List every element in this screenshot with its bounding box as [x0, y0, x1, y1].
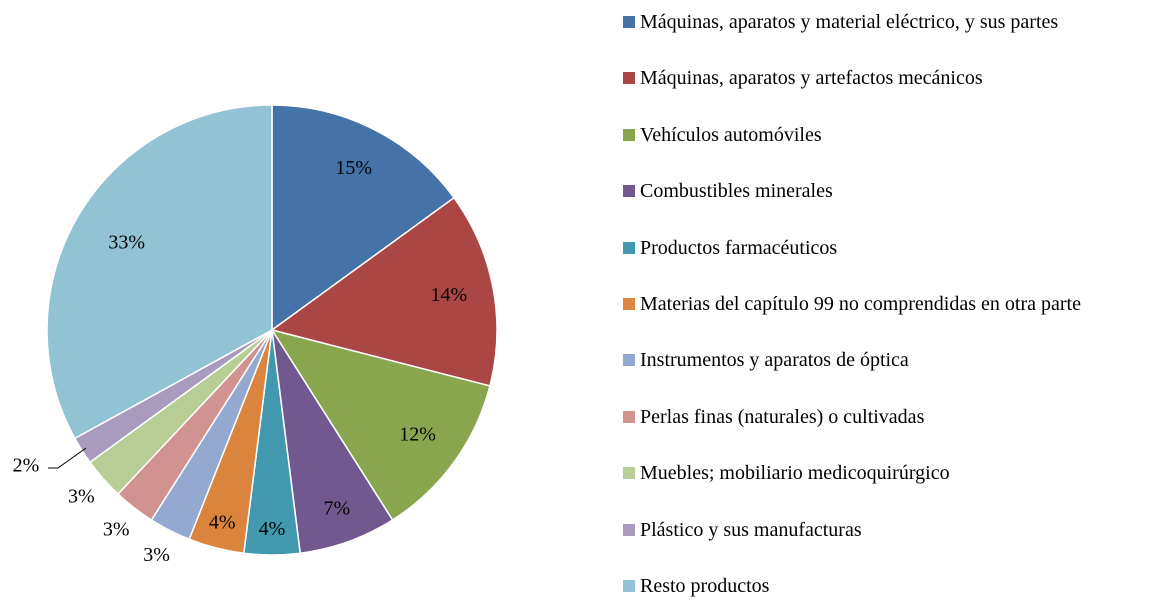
legend-swatch — [623, 16, 635, 28]
legend-label: Máquinas, aparatos y material eléctrico,… — [640, 11, 1059, 33]
legend-swatch — [623, 128, 635, 141]
legend-item: Máquinas, aparatos y material eléctrico,… — [623, 9, 1163, 35]
legend-swatch — [623, 467, 635, 480]
chart: 15% 14% 12% 7% 4% 4% 3% 3% 3% 2% 33% — [13, 104, 498, 566]
legend-label: Instrumentos y aparatos de óptica — [640, 349, 909, 372]
legend-item: Vehículos automóviles — [623, 122, 1163, 148]
legend-label: Materias del capítulo 99 no comprendidas… — [640, 293, 1081, 315]
legend-swatch — [623, 354, 635, 367]
legend-label: Plástico y sus manufacturas — [640, 518, 862, 541]
legend-swatch — [623, 580, 635, 592]
legend-item: Máquinas, aparatos y artefactos mecánico… — [623, 65, 1163, 91]
data-label: 4% — [259, 518, 286, 540]
data-label: 33% — [108, 232, 145, 254]
leader-line — [48, 447, 87, 469]
legend-swatch — [623, 298, 635, 310]
data-label: 3% — [68, 486, 95, 508]
pie-slice — [46, 104, 273, 440]
legend-item: Materias del capítulo 99 no comprendidas… — [623, 291, 1163, 317]
legend-swatch — [623, 72, 635, 85]
data-label: 7% — [323, 498, 350, 520]
legend-label: Combustibles minerales — [640, 180, 833, 203]
legend-swatch — [623, 241, 635, 254]
data-label: 14% — [430, 284, 467, 306]
legend-swatch — [623, 410, 635, 423]
legend-label: Resto productos — [640, 575, 770, 597]
legend-label: Vehículos automóviles — [640, 123, 822, 146]
legend-swatch — [623, 185, 635, 198]
data-label: 3% — [103, 518, 130, 540]
legend-label: Perlas finas (naturales) o cultivadas — [640, 405, 925, 428]
pie-slice — [271, 104, 456, 332]
data-label: 3% — [143, 544, 170, 566]
legend-swatch — [623, 523, 635, 536]
legend-item: Perlas finas (naturales) o cultivadas — [623, 404, 1163, 430]
data-label: 2% — [13, 455, 40, 477]
legend-label: Productos farmacéuticos — [640, 236, 838, 259]
legend-item: Muebles; mobiliario medicoquirúrgico — [623, 460, 1163, 486]
data-label: 12% — [399, 423, 436, 445]
legend-item: Productos farmacéuticos — [623, 235, 1163, 261]
legend-label: Muebles; mobiliario medicoquirúrgico — [640, 462, 950, 485]
pie-slice — [270, 328, 491, 522]
legend-item: Instrumentos y aparatos de óptica — [623, 347, 1163, 373]
legend-item: Combustibles minerales — [623, 178, 1163, 204]
legend-label: Máquinas, aparatos y artefactos mecánico… — [640, 67, 983, 90]
legend-item: Resto productos — [623, 573, 1163, 599]
pie-slice — [270, 196, 498, 387]
legend-item: Plástico y sus manufacturas — [623, 517, 1163, 543]
data-label: 15% — [335, 157, 372, 179]
data-label: 4% — [209, 512, 236, 534]
